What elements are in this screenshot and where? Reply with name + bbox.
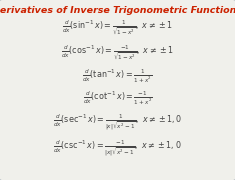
Text: $\frac{d}{dx}\left(\cot^{-1}x\right) = \frac{-1}{1+x^2}$: $\frac{d}{dx}\left(\cot^{-1}x\right) = \…: [83, 89, 152, 107]
Text: $\frac{d}{dx}\left(\sin^{-1}x\right) = \frac{1}{\sqrt{1-x^2}},\ x \neq \pm1$: $\frac{d}{dx}\left(\sin^{-1}x\right) = \…: [62, 19, 173, 37]
Text: $\frac{d}{dx}\left(\tan^{-1}x\right) = \frac{1}{1+x^2}$: $\frac{d}{dx}\left(\tan^{-1}x\right) = \…: [82, 67, 153, 85]
Text: $\frac{d}{dx}\left(\sec^{-1}x\right) = \frac{1}{|x|\sqrt{x^2-1}},\ x \neq \pm1,0: $\frac{d}{dx}\left(\sec^{-1}x\right) = \…: [53, 113, 182, 134]
Text: Derivatives of Inverse Trigonometric Functions: Derivatives of Inverse Trigonometric Fun…: [0, 6, 235, 15]
Text: $\frac{d}{dx}\left(\csc^{-1}x\right) = \frac{-1}{|x|\sqrt{x^2-1}},\ x \neq \pm1,: $\frac{d}{dx}\left(\csc^{-1}x\right) = \…: [53, 138, 182, 159]
Text: $\frac{d}{dx}\left(\cos^{-1}x\right) = \frac{-1}{\sqrt{1-x^2}},\ x \neq \pm1$: $\frac{d}{dx}\left(\cos^{-1}x\right) = \…: [61, 44, 174, 62]
